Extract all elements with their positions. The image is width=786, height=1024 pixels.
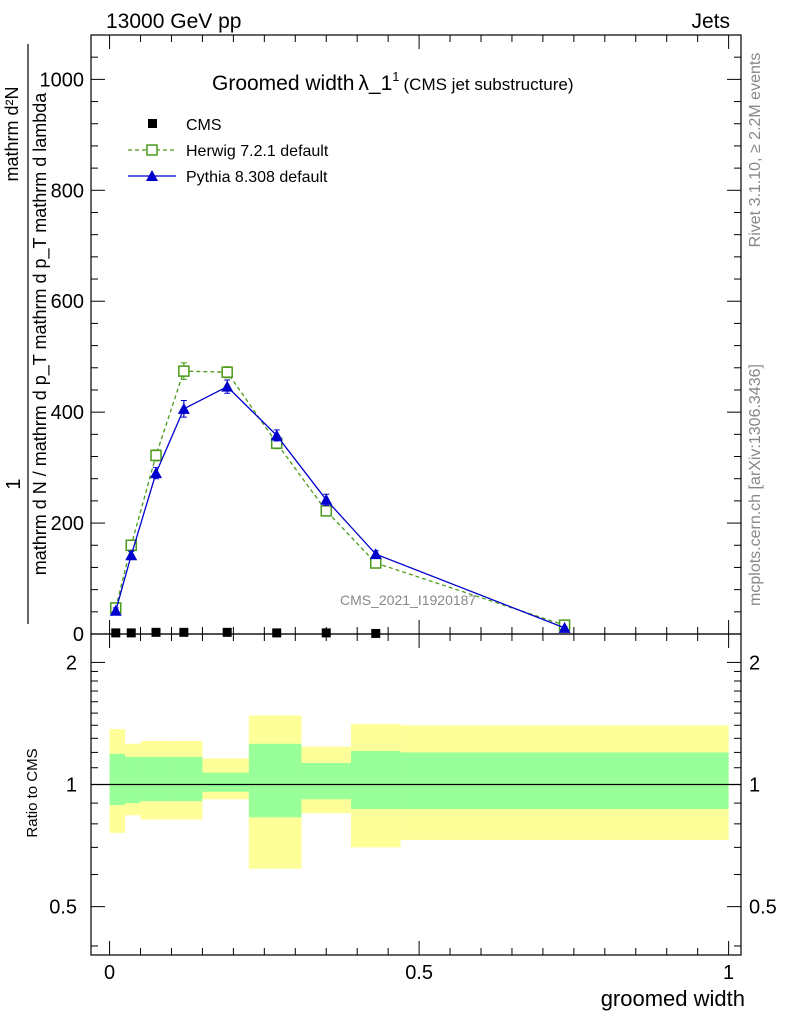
ratio-tick-label-right: 1 [749, 775, 760, 797]
ratio-tick-label-right: 0.5 [749, 897, 777, 919]
pythia-data-point [177, 402, 190, 414]
ratio-tick-label-left: 1 [66, 775, 77, 797]
ratio-bands [109, 715, 729, 869]
cms-data-point [371, 628, 381, 638]
ratio-band-inner-3 [171, 756, 203, 802]
legend-pythia-label: Pythia 8.308 default [186, 169, 328, 186]
ratio-band-inner-1 [125, 756, 141, 804]
ratio-band-inner-8 [400, 752, 729, 810]
analysis-watermark: CMS_2021_I1920187 [340, 592, 476, 608]
pythia-data-point [109, 604, 122, 616]
chart-title: Groomed width λ_11 (CMS jet substructure) [212, 69, 574, 95]
y-tick-label: 0 [73, 624, 84, 646]
herwig-data-point [370, 557, 382, 569]
ratio-tick-label-right: 2 [749, 652, 760, 674]
ratio-band-inner-0 [109, 753, 126, 806]
pythia-data-point [270, 429, 283, 441]
pythia-data-point [221, 380, 234, 392]
legend: CMS Herwig 7.2.1 default Pythia 8.308 de… [128, 117, 329, 186]
cms-data-point [321, 628, 331, 638]
y-tick-label: 1000 [40, 69, 85, 91]
y-tick-label: 200 [51, 513, 84, 535]
ratio-band-inner-6 [301, 762, 351, 800]
cms-data-point [126, 628, 136, 638]
cms-data-point [272, 628, 282, 638]
herwig-data-point [320, 505, 332, 517]
axis-ticks: 0 0.5 1 0 200 400 600 800 1000 0.5 0.5 1 1 2 2 [40, 34, 777, 984]
y-label-numerator: 1 [3, 478, 25, 489]
legend-cms-marker [148, 119, 157, 128]
x-tick-label: 0.5 [405, 962, 433, 984]
chart-title-sup: 1 [392, 69, 399, 84]
header-right: Jets [691, 10, 730, 33]
legend-herwig-marker [146, 144, 158, 156]
cms-data-point [179, 627, 189, 637]
legend-pythia-marker [146, 170, 158, 181]
pythia-data-point [558, 621, 571, 633]
ratio-band-inner-4 [202, 772, 249, 792]
legend-herwig-label: Herwig 7.2.1 default [186, 143, 329, 160]
chart-subtitle: (CMS jet substructure) [404, 75, 574, 94]
rivet-label: Rivet 3.1.10, ≥ 2.2M events [747, 53, 764, 248]
chart-title-main: Groomed width [212, 72, 354, 95]
legend-cms-label: CMS [186, 117, 222, 134]
y-tick-label: 400 [51, 402, 84, 424]
pythia-data-point [150, 467, 162, 479]
x-tick-label: 0 [104, 962, 115, 984]
y-label-denominator: mathrm d N / mathrm d p_T mathrm d p_T m… [30, 92, 51, 575]
y-label-d2n: mathrm d²N [2, 86, 22, 181]
herwig-data-point [178, 365, 190, 377]
ratio-plot-frame [90, 633, 742, 956]
cms-data-point [111, 628, 121, 638]
ratio-y-label: Ratio to CMS [24, 748, 41, 837]
chart-title-symbol: λ_1 [358, 72, 392, 95]
ratio-band-inner-5 [248, 743, 302, 818]
x-axis-label: groomed width [601, 986, 745, 1011]
cms-data-point [222, 627, 232, 637]
cms-data-point [151, 627, 161, 637]
x-tick-label: 1 [723, 962, 734, 984]
y-tick-label: 800 [51, 180, 84, 202]
pythia-data-point [369, 548, 382, 560]
ratio-band-inner-7 [351, 750, 401, 810]
mcplots-label: mcplots.cern.ch [arXiv:1306.3436] [747, 364, 764, 606]
y-tick-label: 600 [51, 291, 84, 313]
series-layer [109, 362, 571, 638]
herwig-data-point [221, 366, 233, 378]
pythia-data-point [320, 493, 333, 505]
ratio-tick-label-left: 0.5 [49, 897, 77, 919]
upper-y-label: 1 mathrm d N / mathrm d p_T mathrm d p_T… [2, 44, 51, 624]
header-left: 13000 GeV pp [106, 10, 241, 33]
ratio-band-inner-2 [140, 756, 172, 802]
herwig-data-point [150, 449, 162, 462]
ratio-tick-label-left: 2 [66, 652, 77, 674]
pythia-data-point [125, 549, 138, 561]
